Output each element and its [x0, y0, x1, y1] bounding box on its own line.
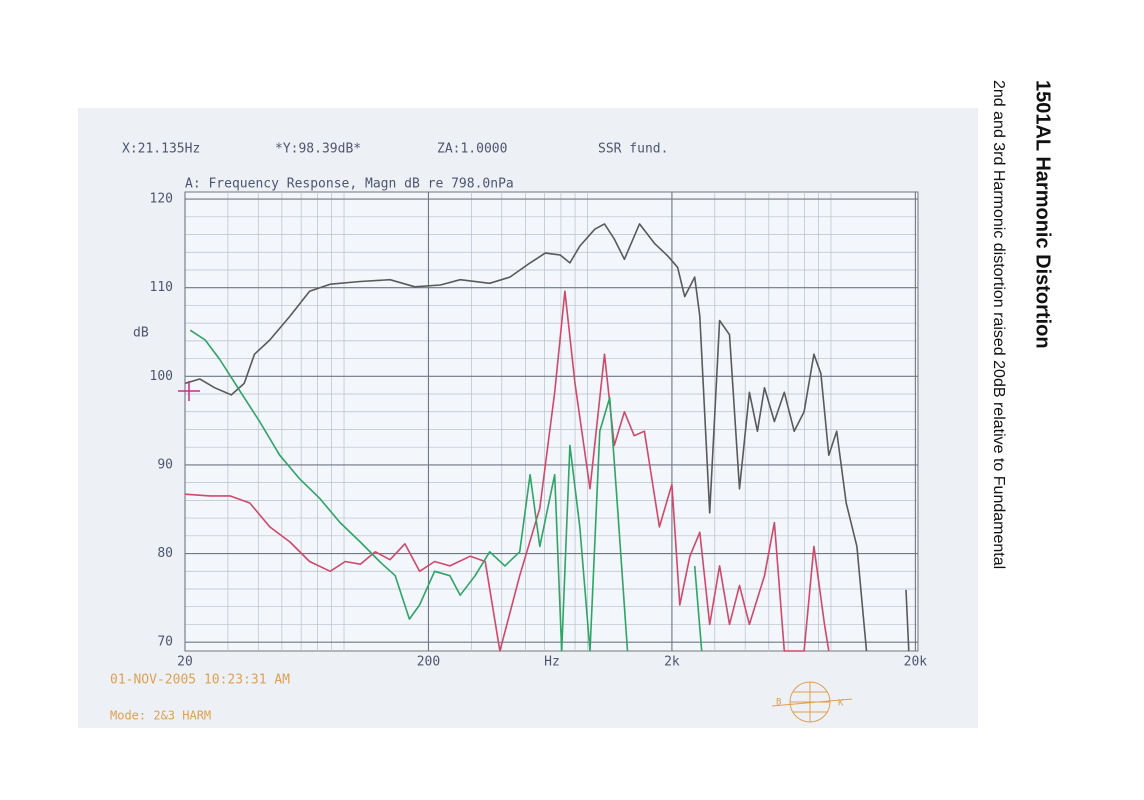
x-tick-label: 200	[417, 655, 440, 670]
series-line	[184, 223, 910, 652]
lines	[184, 223, 910, 652]
grid	[184, 192, 918, 651]
x-tick-label: 20	[177, 655, 193, 670]
logo	[771, 681, 853, 723]
y-tick-label: 90	[157, 457, 173, 472]
logo-letter: K	[838, 699, 844, 709]
mode: Mode: 2&3 HARM	[110, 709, 211, 723]
x-axis-label: Hz	[544, 655, 560, 670]
y-tick-label: 80	[157, 546, 173, 561]
logo-letter: B	[776, 698, 781, 708]
readout-y: *Y:98.39dB*	[275, 142, 361, 157]
chart-title: 1501AL Harmonic Distortion	[1032, 80, 1054, 349]
readout-za: ZA:1.0000	[437, 142, 507, 157]
logo-swoosh	[771, 698, 853, 707]
y-axis-label: dB	[133, 326, 149, 341]
series-line	[189, 329, 703, 652]
y-tick-label: 100	[150, 369, 173, 384]
x-tick-label: 20k	[904, 655, 928, 670]
series-line	[184, 290, 830, 652]
chart-subtitle: 2nd and 3rd Harmonic distortion raised 2…	[990, 80, 1007, 569]
y-tick-label: 120	[150, 192, 173, 207]
y-tick-label: 70	[157, 635, 173, 650]
date: 01-NOV-2005 10:23:31 AM	[110, 673, 290, 688]
readout-mode: SSR fund.	[598, 142, 668, 157]
plot-title: A: Frequency Response, Magn dB re 798.0n…	[185, 177, 514, 192]
y-tick-label: 110	[150, 280, 173, 295]
cursor	[178, 381, 200, 401]
x-tick-label: 2k	[664, 655, 680, 670]
readout-x: X:21.135Hz	[122, 142, 200, 157]
